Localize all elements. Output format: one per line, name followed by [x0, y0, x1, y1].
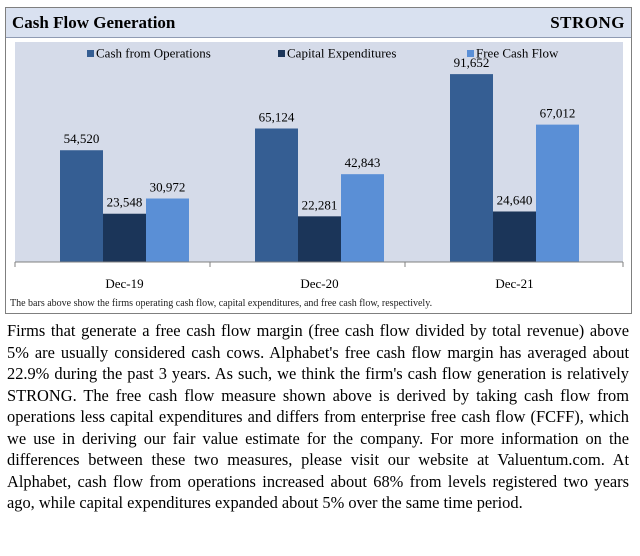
bar	[341, 174, 384, 262]
bar	[103, 213, 146, 262]
chart-caption: The bars above show the firms operating …	[10, 298, 433, 309]
legend-swatch	[278, 50, 285, 57]
legend-label: Free Cash Flow	[476, 46, 559, 61]
legend-label: Capital Expenditures	[287, 46, 396, 61]
panel-title: Cash Flow Generation	[12, 13, 176, 32]
bar	[60, 150, 103, 262]
data-label: 23,548	[107, 195, 143, 210]
data-label: 22,281	[302, 197, 338, 212]
data-label: 65,124	[259, 109, 295, 124]
x-tick-label: Dec-21	[495, 276, 533, 291]
x-tick-label: Dec-20	[300, 276, 338, 291]
bar	[493, 211, 536, 262]
panel-header: Cash Flow Generation STRONG	[6, 8, 631, 38]
data-label: 42,843	[345, 155, 381, 170]
bar	[298, 216, 341, 262]
bar	[450, 74, 493, 262]
cash-flow-panel: Cash Flow Generation STRONG Cash from Op…	[5, 7, 632, 314]
data-label: 67,012	[540, 106, 576, 121]
data-label: 91,652	[454, 55, 490, 70]
legend-swatch	[87, 50, 94, 57]
cash-flow-bar-chart: Cash from Operations Capital Expenditures…	[14, 42, 624, 291]
x-tick-label: Dec-19	[105, 276, 143, 291]
data-label: 24,640	[497, 192, 533, 207]
bar	[146, 198, 189, 262]
legend-swatch	[467, 50, 474, 57]
analysis-paragraph: Firms that generate a free cash flow mar…	[7, 321, 629, 512]
data-label: 54,520	[64, 131, 100, 146]
rating-label: STRONG	[550, 13, 625, 32]
bar	[255, 128, 298, 262]
data-label: 30,972	[150, 180, 186, 195]
bar	[536, 124, 579, 262]
chart-area: Cash from Operations Capital Expenditures…	[7, 39, 630, 295]
legend-label: Cash from Operations	[96, 46, 211, 61]
